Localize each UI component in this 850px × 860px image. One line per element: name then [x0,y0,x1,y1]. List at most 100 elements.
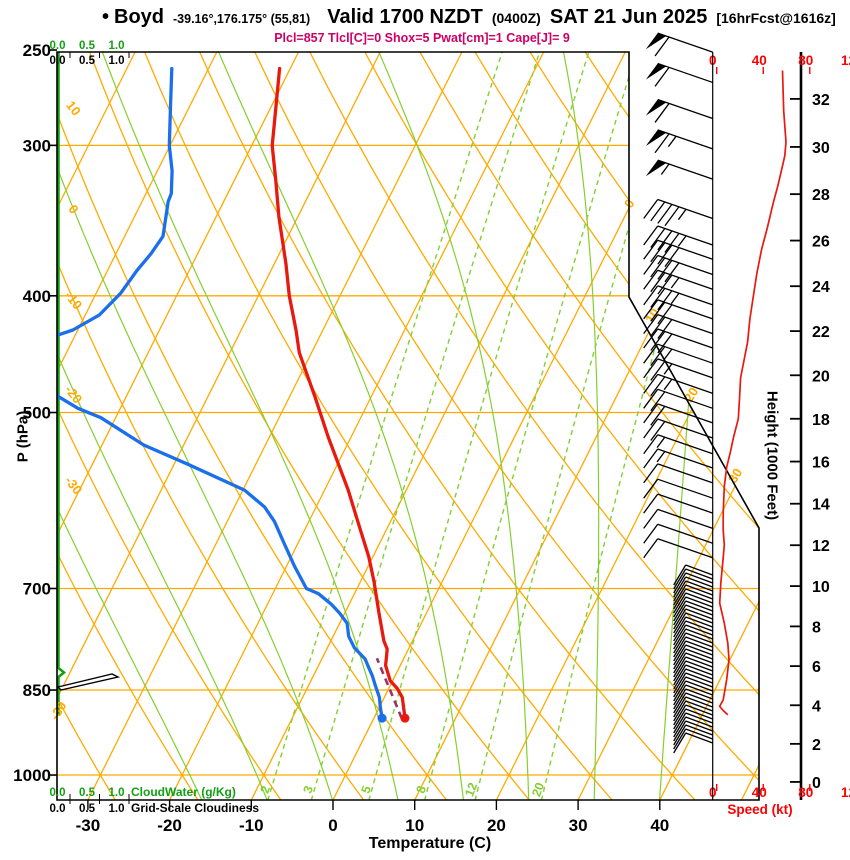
mixing-ratio-line [310,52,541,800]
barb-shaft [685,684,713,696]
height-tick-label: 12 [812,538,830,555]
barb-feather [673,704,687,726]
wind-barb [643,314,713,339]
temperature-tick-label: 40 [650,816,669,835]
barb-shaft [657,493,713,514]
barb-shaft [685,656,713,668]
barb-feather [650,346,666,367]
wind-barb [673,716,713,738]
wind-barb [645,98,713,123]
barb-feather [643,493,659,514]
dry-adiabat-label: 0 [65,202,81,217]
barb-feather [673,676,687,698]
temperature-tick-label: 30 [569,816,588,835]
barb-feather [643,403,659,424]
barb-shaft [685,716,713,728]
wind-barb [643,254,713,283]
barb-shaft [657,388,713,409]
temperature-tick-label: -20 [157,816,182,835]
barb-feather [657,259,673,280]
dry-adiabat-label: -10 [62,288,85,312]
barb-feather [650,287,666,308]
barb-shaft [657,434,713,455]
barb-shaft [685,696,713,708]
barb-half-feather [663,378,673,391]
barb-half-feather [660,163,670,175]
height-tick-label: 26 [812,234,830,251]
barb-feather [650,242,666,263]
barb-shaft [685,588,713,600]
isotherm-line [57,52,218,800]
barb-half-feather [663,348,673,360]
wind-barb [643,328,713,354]
barb-feather [643,255,659,275]
barb-feather [657,304,673,325]
wind-barb [673,608,713,630]
barb-shaft [685,604,713,616]
barb-feather [673,716,687,738]
barb-shaft [685,704,713,716]
wind-barb [673,720,713,742]
barb-feather [673,580,687,602]
temperature-tick-label: -10 [239,816,264,835]
barb-feather [673,712,687,734]
wind-speed-curve [718,70,787,716]
wind-barb [645,159,713,180]
barb-feather [654,133,670,154]
mixing-ratio-label: 8 [413,784,429,795]
dry-adiabat-line [473,52,759,800]
pressure-tick-label: 300 [23,136,51,155]
barb-shaft [685,628,713,640]
wind-barb [643,463,713,484]
barb-feather [673,684,687,706]
barb-shaft [657,269,713,290]
barb-shaft [657,159,713,180]
barb-feather [673,644,687,666]
moist-adiabat-line [57,52,268,800]
speed-tick-label-top: 40 [752,53,767,68]
barb-shaft [685,720,713,732]
barb-feather [673,700,687,722]
barb-shaft [685,564,713,576]
wind-barb [673,692,713,714]
barb-feather [673,648,687,670]
wind-barb [673,652,713,674]
wind-barb [673,724,713,746]
wind-barb [673,564,713,586]
barb-feather [673,664,687,686]
wind-barb [643,239,713,267]
barb-feather [657,274,673,295]
barb-feather [643,239,659,260]
barb-feather [673,588,687,610]
mixing-ratio-line [368,52,591,800]
barb-feather [643,358,659,379]
barb-feather [657,333,673,354]
station-coords: -39.16°,176.175° (55,81) [173,12,311,26]
speed-tick-label-top: 80 [798,53,813,68]
barb-shaft [685,644,713,656]
wind-barb [643,388,713,412]
barb-half-feather [656,436,666,449]
height-tick-label: 2 [812,737,821,754]
isotherm-label: -30 [47,699,70,723]
barb-shaft [685,576,713,588]
moist-adiabat-line [57,52,334,800]
barb-feather [673,620,687,642]
moist-adiabat-line [101,52,399,800]
barb-half-feather [677,235,687,247]
wind-barb [643,343,713,367]
wind-barb [643,493,713,514]
wind-barb [673,636,713,658]
barb-feather [654,103,670,123]
wind-barb [673,688,713,710]
barb-feather [643,373,659,394]
dry-adiabat-line [363,52,759,800]
surface-dewpoint-dot [377,713,387,723]
wind-barb [643,418,713,441]
dry-adiabat-line [57,52,199,800]
wind-barb [673,664,713,686]
height-tick-label: 8 [812,619,821,636]
barb-shaft [685,728,713,740]
barb-shaft [657,508,713,529]
barb-feather [650,421,666,441]
